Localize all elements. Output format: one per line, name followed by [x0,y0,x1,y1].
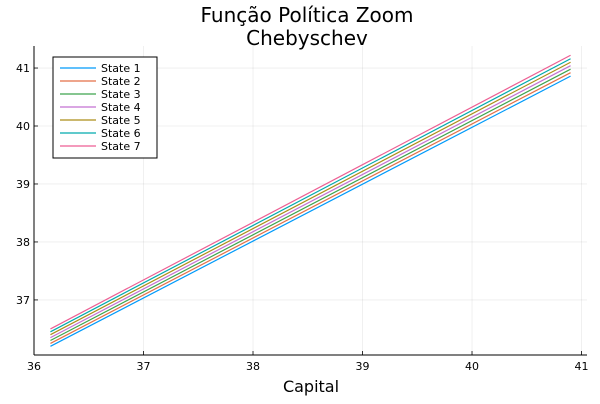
y-tick-label: 41 [16,62,30,75]
y-tick-label: 37 [16,294,30,307]
series-lines [50,54,571,347]
legend-label-state-6: State 6 [101,127,141,140]
y-tick-label: 39 [16,178,30,191]
chart-title-line-1: Função Política Zoom [201,3,414,27]
series-line-state-6 [50,58,571,333]
y-tick-label: 40 [16,120,30,133]
series-line-state-4 [50,65,571,339]
tick-labels: 36 37 38 39 40 41 37 38 39 40 41 [16,62,589,373]
y-tick-label: 38 [16,236,30,249]
legend-label-state-1: State 1 [101,62,141,75]
series-line-state-1 [50,75,571,347]
series-line-state-7 [50,54,571,330]
legend-label-state-7: State 7 [101,140,141,153]
legend-label-state-5: State 5 [101,114,141,127]
legend-label-state-4: State 4 [101,101,141,114]
x-tick-label: 39 [356,360,370,373]
chart-title-line-2: Chebyschev [246,26,368,50]
axes [33,46,587,356]
x-tick-label: 37 [137,360,151,373]
series-line-state-2 [50,72,571,344]
x-tick-label: 40 [465,360,479,373]
legend-label-state-3: State 3 [101,88,141,101]
series-line-state-5 [50,61,571,336]
legend-label-state-2: State 2 [101,75,141,88]
x-tick-label: 36 [27,360,41,373]
x-axis-label: Capital [283,377,339,396]
x-tick-label: 41 [575,360,589,373]
series-line-state-3 [50,68,571,342]
x-tick-label: 38 [246,360,260,373]
